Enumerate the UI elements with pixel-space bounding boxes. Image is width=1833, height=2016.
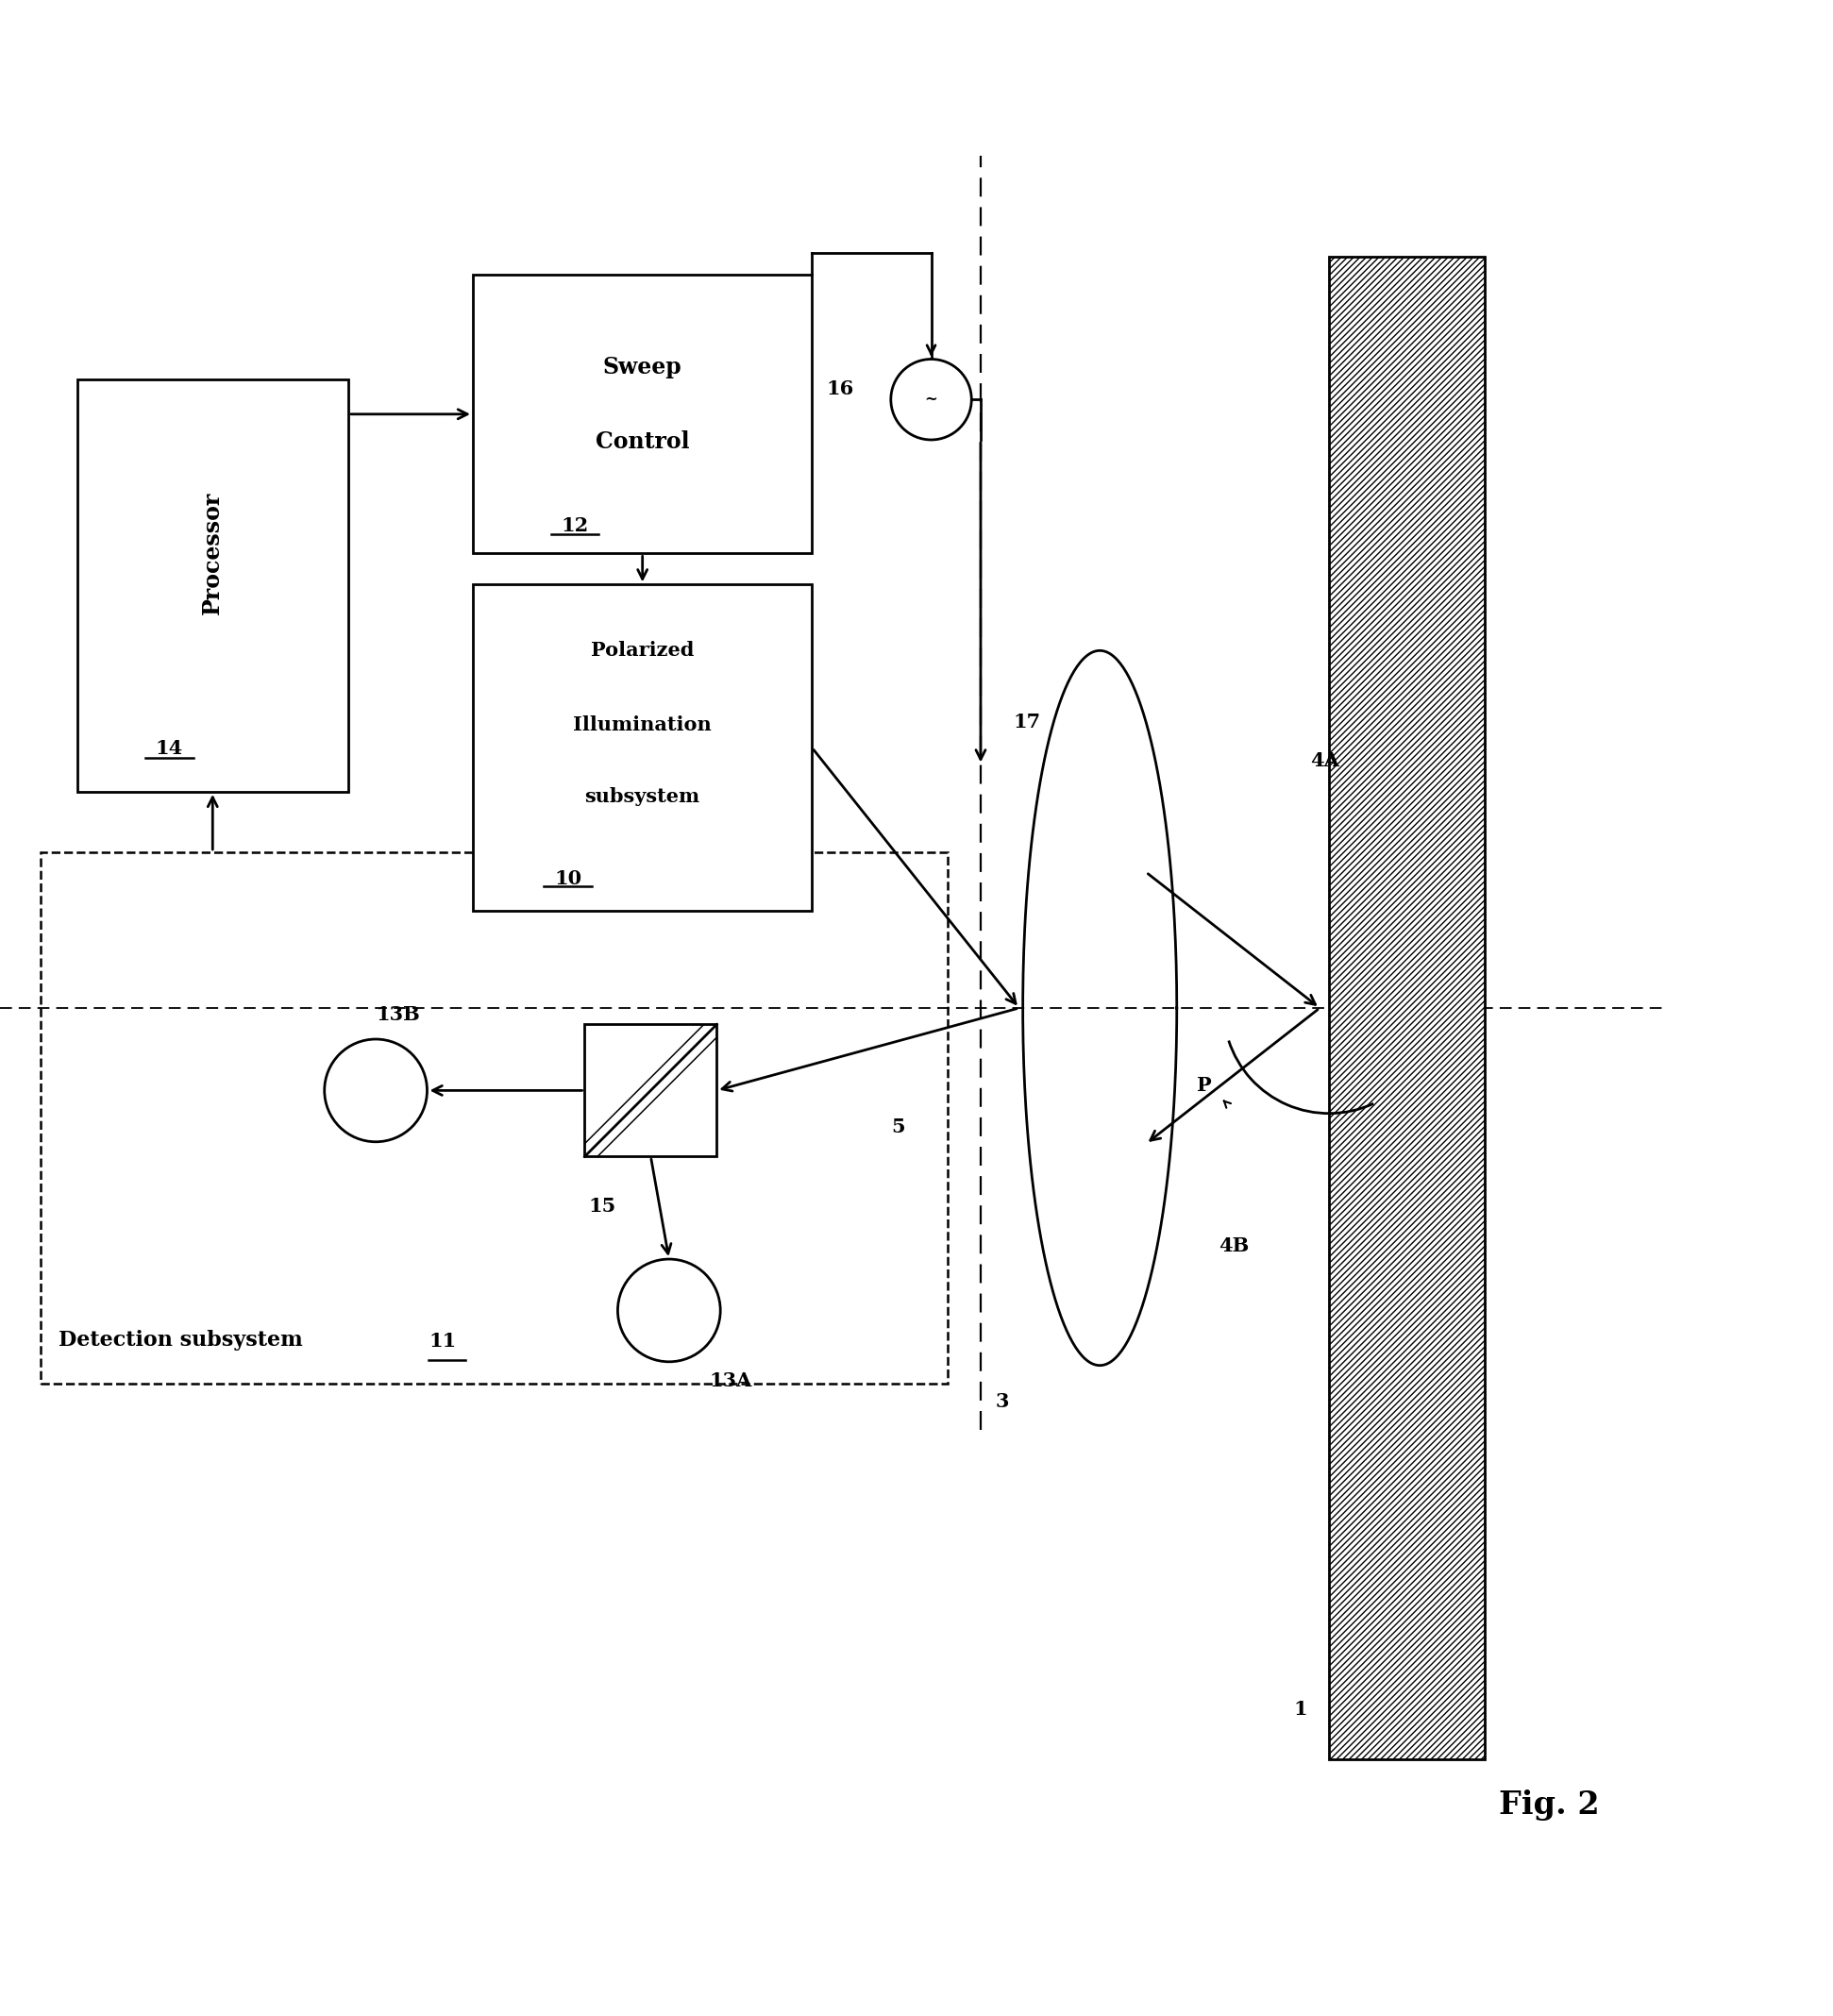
Text: 1: 1: [1292, 1699, 1307, 1720]
Text: Control: Control: [596, 431, 689, 454]
Bar: [473, 274, 812, 554]
Bar: [77, 379, 348, 792]
Text: Sweep: Sweep: [603, 355, 682, 379]
Text: 16: 16: [827, 379, 854, 397]
Text: 3: 3: [995, 1393, 1008, 1411]
Text: 4B: 4B: [1219, 1238, 1250, 1256]
Text: 11: 11: [429, 1333, 456, 1351]
Bar: [473, 585, 812, 911]
Text: subsystem: subsystem: [585, 786, 700, 806]
Text: 13B: 13B: [376, 1006, 420, 1024]
Text: 10: 10: [554, 869, 581, 887]
Text: 4A: 4A: [1311, 752, 1340, 770]
Text: Detection subsystem: Detection subsystem: [59, 1331, 302, 1351]
Bar: [1329, 256, 1485, 1760]
Bar: [40, 853, 948, 1383]
Text: 17: 17: [1014, 712, 1041, 732]
Circle shape: [618, 1260, 720, 1361]
Circle shape: [891, 359, 971, 439]
Text: 5: 5: [891, 1117, 906, 1137]
Text: P: P: [1197, 1077, 1212, 1095]
Text: Polarized: Polarized: [590, 641, 695, 659]
Text: 14: 14: [156, 740, 183, 758]
Text: Illumination: Illumination: [574, 716, 711, 734]
Text: ~: ~: [924, 391, 938, 407]
Text: 12: 12: [561, 516, 588, 534]
Bar: [585, 1024, 717, 1157]
Text: 13A: 13A: [709, 1371, 752, 1389]
Text: Fig. 2: Fig. 2: [1499, 1790, 1598, 1820]
Text: 15: 15: [588, 1198, 616, 1216]
Text: Processor: Processor: [202, 492, 224, 615]
Circle shape: [324, 1038, 427, 1141]
